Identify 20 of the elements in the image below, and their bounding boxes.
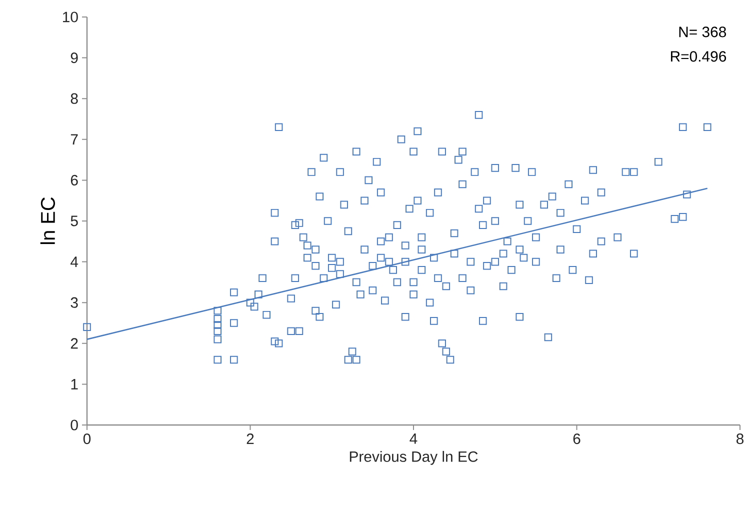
y-tick-label: 2 — [70, 338, 78, 349]
annotation: N= 368 — [679, 26, 726, 38]
y-tick-label: 8 — [70, 93, 78, 104]
x-tick-label: 4 — [410, 434, 418, 444]
y-tick-label: 10 — [63, 12, 78, 22]
x-tick-label: 0 — [83, 434, 91, 444]
y-tick-label: 1 — [71, 379, 78, 390]
y-axis-title: ln EC — [40, 197, 56, 244]
x-tick-label: 6 — [573, 434, 580, 444]
y-tick-label: 4 — [70, 256, 78, 267]
y-tick-label: 5 — [70, 216, 78, 226]
x-tick-label: 8 — [736, 434, 744, 444]
y-tick-label: 6 — [70, 174, 78, 186]
x-axis-title: Previous Day ln EC — [350, 450, 478, 465]
y-tick-label: 3 — [70, 297, 78, 308]
annotation: R=0.496 — [670, 51, 726, 62]
y-tick-label: 9 — [70, 52, 78, 64]
y-tick-label: 7 — [70, 134, 78, 145]
x-tick-label: 2 — [246, 434, 254, 444]
y-tick-label: 0 — [70, 420, 78, 430]
